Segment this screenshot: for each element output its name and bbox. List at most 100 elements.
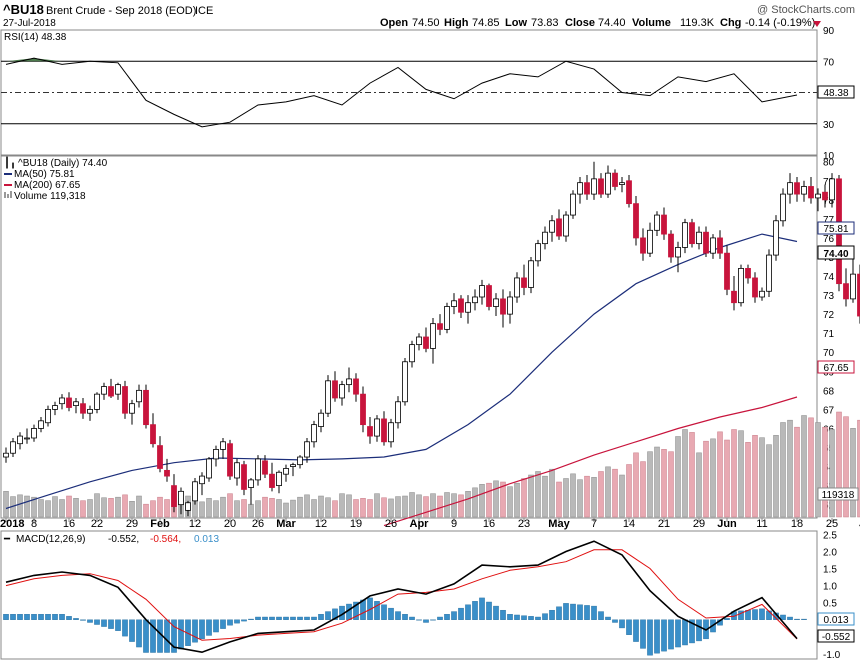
volume-bar — [634, 453, 639, 517]
volume-bar — [746, 442, 751, 517]
x-axis-label: 20 — [224, 518, 236, 530]
rsi-tick-label: 30 — [823, 120, 835, 131]
macd-histogram-bar — [619, 620, 624, 628]
candle-body — [445, 307, 450, 330]
candle-body — [95, 394, 100, 409]
volume-bar — [396, 497, 401, 517]
x-axis-label: 16 — [63, 518, 75, 530]
volume-bar — [697, 453, 702, 517]
macd-histogram-bar — [766, 611, 771, 620]
candle-body — [396, 402, 401, 423]
high-value: 74.85 — [472, 17, 500, 29]
candle-body — [382, 419, 387, 442]
macd-histogram-bar — [17, 614, 22, 619]
candle-body — [242, 465, 247, 490]
macd-histogram-bar — [465, 605, 470, 620]
price-tick-label: 68 — [823, 386, 835, 397]
chg-value: -0.14 (-0.19%) — [745, 17, 815, 29]
volume-bar — [578, 480, 583, 517]
candle-body — [844, 284, 849, 299]
candle-body — [431, 324, 436, 349]
low-label: Low — [505, 17, 527, 29]
close-value: 74.40 — [598, 17, 626, 29]
candle-body — [592, 179, 597, 194]
volume-value: 119.3K — [680, 17, 715, 29]
candle-body — [221, 442, 226, 450]
macd-histogram-bar — [164, 620, 169, 653]
candle-body — [291, 465, 296, 467]
candle-body — [739, 268, 744, 302]
macd-histogram-bar — [402, 614, 407, 619]
macd-histogram-bar — [528, 616, 533, 619]
macd-legend-hist: 0.013 — [194, 534, 219, 545]
macd-histogram-bar — [591, 606, 596, 620]
candle-body — [319, 413, 324, 426]
symbol-label: ^BU18 — [3, 2, 44, 17]
macd-histogram-bar — [542, 614, 547, 620]
macd-histogram-bar — [556, 607, 561, 620]
candle-body — [522, 278, 527, 288]
x-axis-label: Mar — [276, 518, 296, 530]
candle-body — [18, 436, 23, 444]
volume-bar — [599, 472, 604, 518]
volume-bar — [60, 500, 65, 518]
volume-bar — [67, 496, 72, 517]
candle-body — [634, 204, 639, 238]
candle-body — [529, 261, 534, 288]
macd-histogram-bar — [227, 620, 232, 625]
volume-bar — [39, 500, 44, 518]
volume-bar — [424, 497, 429, 517]
candle-body — [459, 299, 464, 312]
macd-histogram-bar — [199, 620, 204, 639]
volume-bar — [438, 496, 443, 517]
x-axis-label: 12 — [315, 518, 327, 530]
macd-histogram-bar — [115, 620, 120, 631]
x-axis-label: 23 — [518, 518, 530, 530]
macd-histogram-bar — [668, 620, 673, 649]
volume-bar — [81, 501, 86, 517]
volume-bar — [130, 501, 135, 517]
volume-bar — [669, 452, 674, 517]
candle-body — [74, 402, 79, 406]
volume-label: Volume — [632, 17, 671, 29]
volume-bar — [515, 483, 520, 517]
x-axis-label: Feb — [150, 518, 170, 530]
volume-bar — [200, 502, 205, 517]
x-axis-label: 22 — [91, 518, 103, 530]
x-axis-label: 26 — [252, 518, 264, 530]
volume-bar — [844, 417, 849, 517]
candle-body — [137, 390, 142, 401]
volume-bar — [718, 432, 723, 517]
ma200-legend-text: MA(200) 67.65 — [14, 180, 81, 191]
macd-histogram-bar — [325, 612, 330, 620]
volume-bar — [389, 499, 394, 517]
macd-histogram-bar — [136, 620, 141, 647]
volume-bar — [767, 445, 772, 517]
candle-body — [550, 221, 555, 232]
volume-bar — [816, 423, 821, 518]
rsi-value-tag-text: 48.38 — [823, 88, 848, 99]
candle-body — [347, 379, 352, 385]
candle-body — [298, 457, 303, 465]
chg-label: Chg — [720, 17, 741, 29]
macd-histogram-bar — [52, 614, 57, 619]
macd-histogram-bar — [584, 605, 589, 619]
ma50-value-tag-text: 75.81 — [823, 224, 848, 235]
macd-histogram-bar — [563, 603, 568, 619]
candle-body — [452, 301, 457, 307]
candle-body — [165, 470, 170, 476]
macd-histogram-bar — [269, 617, 274, 620]
macd-tick-label: 2.5 — [823, 530, 837, 541]
volume-bar — [207, 498, 212, 517]
volume-bar — [690, 432, 695, 517]
macd-histogram-bar — [94, 620, 99, 625]
candle-body — [676, 247, 681, 257]
macd-histogram-bar — [304, 617, 309, 620]
volume-bar — [116, 497, 121, 517]
candle-body — [39, 421, 44, 429]
ma50-legend-text: MA(50) 75.81 — [14, 169, 75, 180]
macd-histogram-bar — [24, 614, 29, 619]
candle-body — [473, 297, 478, 303]
